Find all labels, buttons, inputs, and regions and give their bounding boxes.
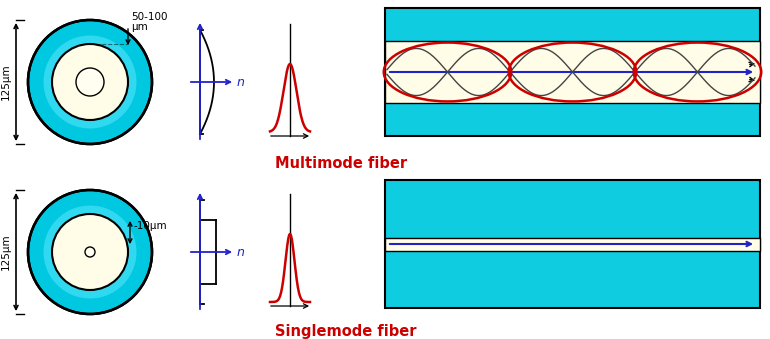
- Circle shape: [28, 190, 152, 314]
- Bar: [385, 238, 760, 251]
- Text: μm: μm: [131, 22, 148, 32]
- Text: Singlemode fiber: Singlemode fiber: [275, 324, 417, 339]
- Bar: [385, 8, 760, 136]
- Text: Multimode fiber: Multimode fiber: [275, 156, 407, 171]
- Text: n: n: [237, 246, 245, 259]
- Text: 50-100: 50-100: [131, 12, 168, 22]
- Text: 125μm: 125μm: [1, 234, 11, 270]
- Bar: [385, 180, 760, 308]
- Circle shape: [28, 20, 152, 144]
- Text: 125μm: 125μm: [1, 64, 11, 100]
- Text: -10μm: -10μm: [133, 221, 166, 231]
- Circle shape: [43, 36, 136, 128]
- Text: n: n: [237, 77, 245, 89]
- Circle shape: [52, 214, 128, 290]
- Bar: [385, 41, 760, 103]
- Circle shape: [76, 68, 104, 96]
- Circle shape: [43, 205, 136, 299]
- Circle shape: [52, 44, 128, 120]
- Circle shape: [85, 247, 95, 257]
